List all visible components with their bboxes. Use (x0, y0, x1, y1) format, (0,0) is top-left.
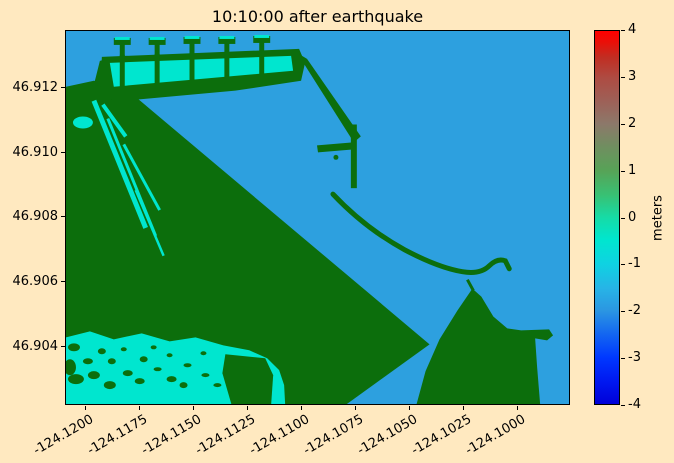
colorbar (594, 30, 620, 405)
colorbar-tick-mark (621, 30, 625, 31)
colorbar-tick-mark (621, 264, 625, 265)
y-tick-mark (61, 216, 65, 217)
y-tick-mark (61, 87, 65, 88)
tidal-flat-speckles (66, 343, 222, 390)
dock-fingers (119, 50, 265, 87)
x-tick-label: -124.1100 (247, 412, 313, 459)
y-tick-label: 46.912 (12, 80, 59, 95)
y-tick-mark (61, 281, 65, 282)
colorbar-tick-mark (621, 124, 625, 125)
y-tick: 46.910 (0, 145, 65, 161)
y-tick-mark (61, 152, 65, 153)
x-tick-mark (463, 406, 464, 410)
colorbar-tick-mark (621, 218, 625, 219)
y-tick-label: 46.908 (12, 209, 59, 224)
x-tick-mark (247, 406, 248, 410)
colorbar-tick-label: 2 (628, 116, 637, 131)
colorbar-axis-label: meters (650, 195, 666, 241)
colorbar-tick-label: -4 (628, 397, 641, 412)
pier-t-vertical (350, 124, 357, 189)
x-tick-mark (409, 406, 410, 410)
south-spit (416, 288, 554, 404)
y-tick-label: 46.910 (12, 145, 59, 160)
pier-cap-shallow-edges (114, 34, 270, 40)
spit-spike (466, 278, 475, 292)
colorbar-tick-mark (621, 311, 625, 312)
y-tick-mark (61, 346, 65, 347)
x-tick-label: -124.1075 (301, 412, 367, 459)
y-tick: 46.904 (0, 339, 65, 355)
colorbar-tick-label: -3 (628, 350, 641, 365)
main-landmass (66, 80, 430, 404)
x-tick-mark (355, 406, 356, 410)
colorbar-tick-label: 0 (628, 210, 637, 225)
colorbar-tick-label: 3 (628, 69, 637, 84)
plot-title: 10:10:00 after earthquake (211, 7, 424, 26)
x-tick-label: -124.1000 (463, 412, 529, 459)
x-tick-label: -124.1200 (31, 412, 97, 459)
y-tick: 46.906 (0, 274, 65, 290)
colorbar-tick-mark (621, 358, 625, 359)
map-canvas (66, 31, 569, 404)
colorbar-tick-label: -2 (628, 303, 641, 318)
map-plot (65, 30, 570, 405)
x-tick-label: -124.1025 (409, 412, 475, 459)
x-tick-label: -124.1125 (193, 412, 259, 459)
y-tick: 46.912 (0, 80, 65, 96)
x-tick-mark (139, 406, 140, 410)
colorbar-tick-label: 1 (628, 163, 637, 178)
wetland-patch (72, 116, 93, 129)
x-tick-mark (193, 406, 194, 410)
y-tick-label: 46.904 (12, 339, 59, 354)
colorbar-tick-label: 4 (628, 22, 637, 37)
colorbar-tick-mark (621, 405, 625, 406)
y-tick: 46.908 (0, 209, 65, 225)
colorbar-tick-mark (621, 77, 625, 78)
tidal-flat-green-patch (222, 354, 274, 404)
islet (333, 154, 339, 160)
x-tick-mark (517, 406, 518, 410)
y-tick-label: 46.906 (12, 274, 59, 289)
colorbar-tick-mark (621, 171, 625, 172)
colorbar-tick-label: -1 (628, 256, 641, 271)
x-tick-mark (85, 406, 86, 410)
wetland-streaks (91, 99, 165, 257)
marina-channel-arm (297, 52, 361, 143)
x-tick-label: -124.1050 (355, 412, 421, 459)
x-tick-mark (301, 406, 302, 410)
pier-t-crossbar (317, 142, 354, 153)
marina-piers (113, 35, 271, 59)
x-tick-label: -124.1175 (85, 412, 151, 459)
jetty (330, 191, 512, 275)
colorbar-gradient (595, 31, 619, 404)
x-tick-label: -124.1150 (139, 412, 205, 459)
